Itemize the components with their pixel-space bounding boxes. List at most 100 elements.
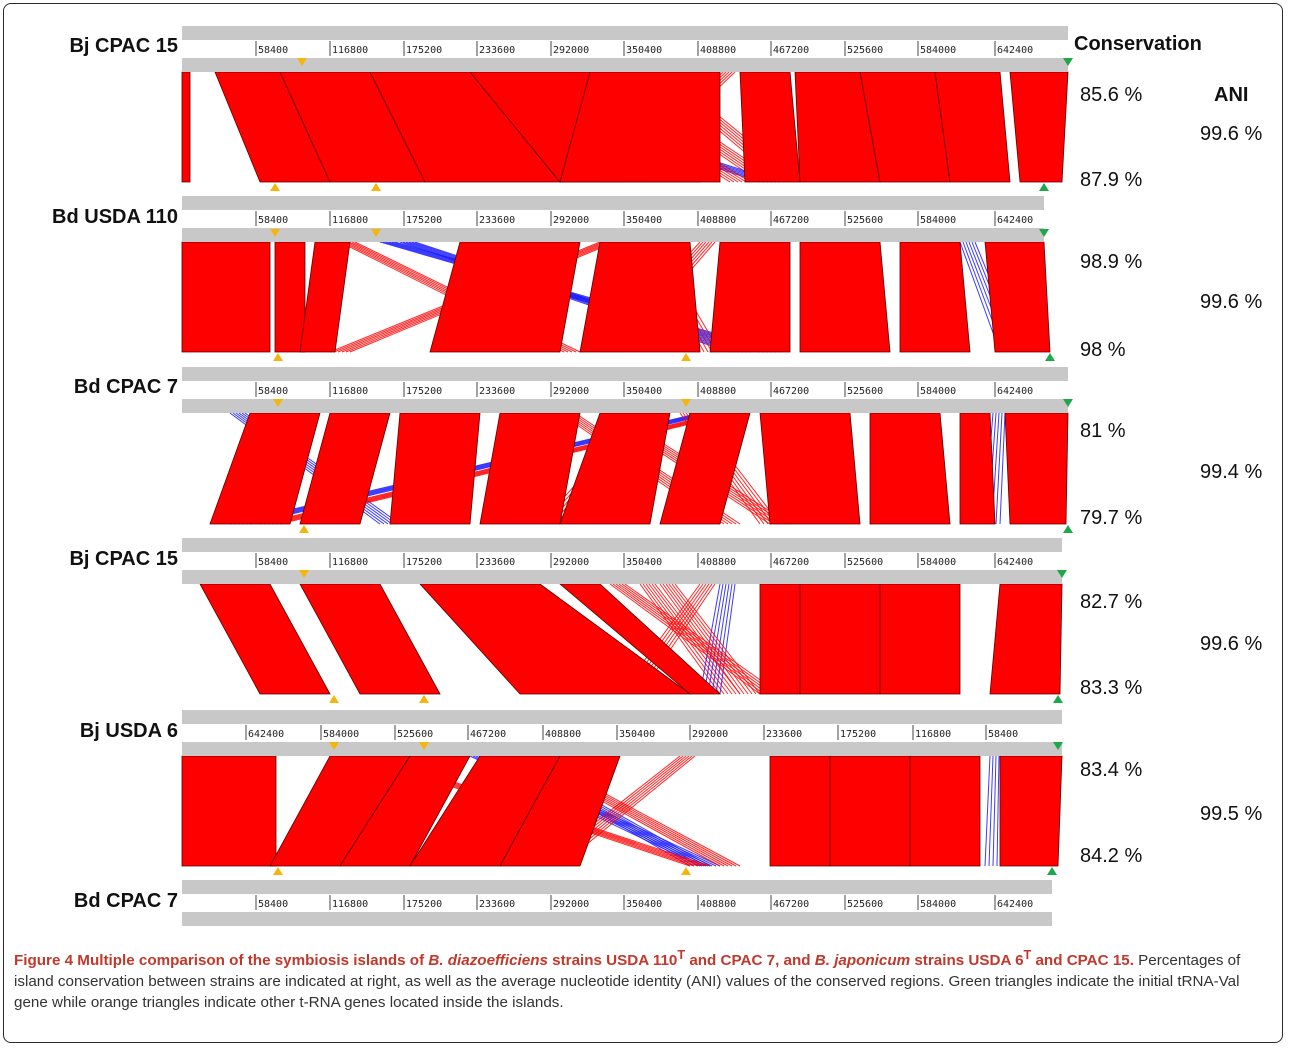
track-bar-upper bbox=[182, 196, 1044, 210]
track-ruler bbox=[182, 894, 1052, 912]
trna-other-marker bbox=[299, 525, 309, 533]
tick-label: 584000 bbox=[920, 45, 956, 56]
tick-label: 642400 bbox=[997, 557, 1033, 568]
trna-other-marker bbox=[681, 353, 691, 361]
tick-label: 175200 bbox=[406, 386, 442, 397]
alignment-block bbox=[899, 241, 971, 353]
comparison-bands bbox=[181, 755, 1063, 867]
tick-label: 408800 bbox=[545, 729, 581, 740]
tick-label: 584000 bbox=[323, 729, 359, 740]
tick-label: 58400 bbox=[988, 729, 1018, 740]
trna-other-marker bbox=[273, 353, 283, 361]
trna-val-marker bbox=[1039, 229, 1049, 237]
tick-label: 292000 bbox=[692, 729, 728, 740]
alignment-block bbox=[799, 241, 891, 353]
alignment-block bbox=[799, 583, 881, 695]
alignment-line bbox=[719, 583, 736, 695]
trna-other-marker bbox=[371, 183, 381, 191]
ani-value: 99.5 % bbox=[1200, 803, 1262, 825]
tick-label: 525600 bbox=[397, 729, 433, 740]
track-ruler bbox=[182, 724, 1062, 742]
alignment-line bbox=[996, 755, 1000, 867]
conservation-bottom-value: 83.3 % bbox=[1080, 677, 1142, 699]
trna-val-marker bbox=[1045, 353, 1055, 361]
alignment-line bbox=[615, 583, 769, 695]
alignment-block bbox=[181, 755, 277, 867]
trna-val-marker bbox=[1053, 742, 1063, 750]
tick-label: 58400 bbox=[258, 386, 288, 397]
ani-value: 99.6 % bbox=[1200, 123, 1262, 145]
alignment-block bbox=[1004, 412, 1069, 525]
trna-other-marker bbox=[270, 229, 280, 237]
alignment-block bbox=[759, 412, 861, 525]
figure-caption: Figure 4 Multiple comparison of the symb… bbox=[14, 945, 1276, 1013]
tick-label: 350400 bbox=[626, 45, 662, 56]
alignment-block bbox=[181, 71, 191, 183]
genome-track: 58400 116800 175200 233600 292000 350400 40880… bbox=[182, 26, 1068, 72]
alignment-line bbox=[382, 241, 765, 353]
alignment-line bbox=[612, 583, 765, 695]
alignment-block bbox=[829, 755, 911, 867]
comparison-bands bbox=[199, 583, 1063, 695]
tick-label: 58400 bbox=[258, 557, 288, 568]
conservation-bottom-value: 84.2 % bbox=[1080, 845, 1142, 867]
strain-label: Bj CPAC 15 bbox=[69, 35, 178, 57]
trna-other-marker bbox=[299, 570, 309, 578]
alignment-block bbox=[989, 583, 1063, 695]
trna-val-marker bbox=[1039, 183, 1049, 191]
tick-label: 175200 bbox=[406, 899, 442, 910]
tick-label: 233600 bbox=[479, 386, 515, 397]
tick-label: 175200 bbox=[406, 45, 442, 56]
tick-label: 233600 bbox=[766, 729, 802, 740]
tick-label: 233600 bbox=[479, 45, 515, 56]
figure-frame bbox=[3, 3, 1283, 1043]
alignment-block bbox=[759, 583, 801, 695]
track-bar-upper bbox=[182, 710, 1062, 724]
comparison-bands bbox=[209, 412, 1069, 525]
tick-label: 408800 bbox=[700, 386, 736, 397]
ani-header: ANI bbox=[1214, 84, 1248, 106]
track-bar-upper bbox=[182, 880, 1052, 894]
conservation-bottom-value: 87.9 % bbox=[1080, 169, 1142, 191]
trna-other-marker bbox=[681, 867, 691, 875]
track-bar-upper bbox=[182, 367, 1068, 381]
tick-label: 408800 bbox=[700, 899, 736, 910]
tick-label: 584000 bbox=[920, 386, 956, 397]
track-bar-lower bbox=[182, 912, 1052, 926]
tick-label: 175200 bbox=[406, 557, 442, 568]
tick-label: 292000 bbox=[553, 899, 589, 910]
alignment-block bbox=[181, 241, 271, 353]
tick-label: 292000 bbox=[553, 215, 589, 226]
tick-label: 292000 bbox=[553, 45, 589, 56]
tick-label: 350400 bbox=[626, 386, 662, 397]
tick-label: 350400 bbox=[626, 215, 662, 226]
tick-label: 116800 bbox=[332, 386, 368, 397]
synteny-figure: 58400 116800 175200 233600 292000 350400 40880… bbox=[52, 26, 1262, 926]
genome-track: 58400 116800 175200 233600 292000 350400 40880… bbox=[182, 196, 1044, 242]
alignment-line bbox=[662, 583, 745, 695]
genome-track: 58400 116800 175200 233600 292000 350400 40880… bbox=[182, 367, 1068, 413]
genome-tracks: 58400 116800 175200 233600 292000 350400 40880… bbox=[182, 26, 1073, 926]
figure-labels: Bj CPAC 15 Bd USDA 110 Bd CPAC 7 Bj CPAC 15… bbox=[52, 33, 1262, 912]
alignment-line bbox=[388, 241, 773, 353]
tick-label: 58400 bbox=[258, 215, 288, 226]
track-bar-lower bbox=[182, 742, 1062, 756]
trna-other-marker bbox=[371, 229, 381, 237]
trna-val-marker bbox=[1047, 867, 1057, 875]
alignment-line bbox=[711, 583, 730, 695]
tick-label: 642400 bbox=[248, 729, 284, 740]
genome-track: 58400 116800 175200 233600 292000 350400 40880… bbox=[182, 538, 1062, 584]
tick-label: 525600 bbox=[847, 386, 883, 397]
tick-label: 467200 bbox=[470, 729, 506, 740]
conservation-top-value: 98.9 % bbox=[1080, 251, 1142, 273]
tick-label: 350400 bbox=[626, 557, 662, 568]
tick-label: 292000 bbox=[553, 386, 589, 397]
alignment-block bbox=[769, 755, 831, 867]
alignment-block bbox=[299, 241, 351, 353]
track-bar-upper bbox=[182, 26, 1068, 40]
tick-label: 116800 bbox=[332, 899, 368, 910]
tick-label: 467200 bbox=[773, 386, 809, 397]
track-bar-lower bbox=[182, 570, 1062, 584]
strain-label: Bj CPAC 15 bbox=[69, 548, 178, 570]
alignment-line bbox=[659, 583, 741, 695]
